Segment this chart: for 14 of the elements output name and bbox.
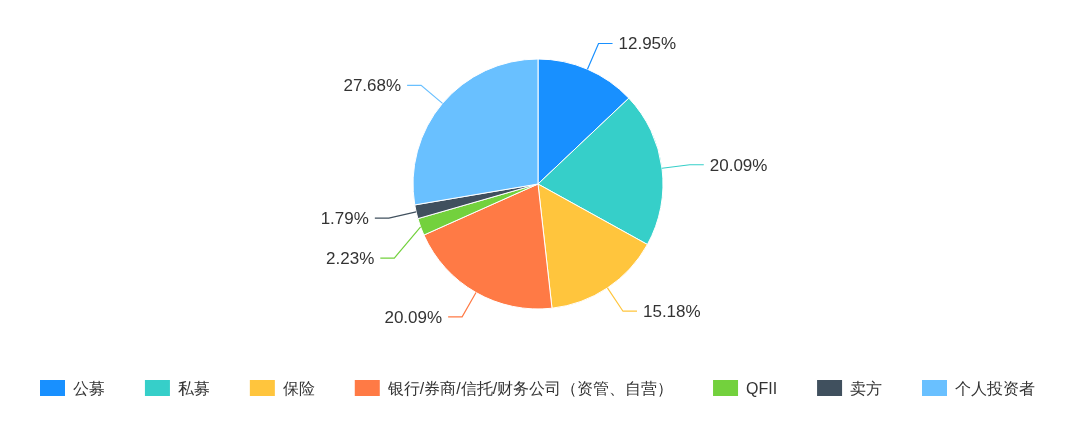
data-label: 12.95% <box>618 34 677 54</box>
legend-label: 公募 <box>73 380 105 397</box>
legend-label: 银行/券商/信托/财务公司（资管、自营） <box>386 380 674 397</box>
data-label: 20.09% <box>709 155 768 175</box>
data-label: 27.68% <box>343 76 402 96</box>
legend-label: 私募 <box>177 380 210 397</box>
legend-label: 卖方 <box>850 380 883 397</box>
data-label: 1.79% <box>320 209 369 229</box>
data-label: 20.09% <box>384 307 443 327</box>
data-label: 2.23% <box>326 249 375 269</box>
legend-label: 保险 <box>282 380 315 397</box>
legend-label: QFII <box>746 380 778 397</box>
data-label: 15.18% <box>642 302 701 322</box>
legend-label: 个人投资者 <box>955 380 1035 397</box>
